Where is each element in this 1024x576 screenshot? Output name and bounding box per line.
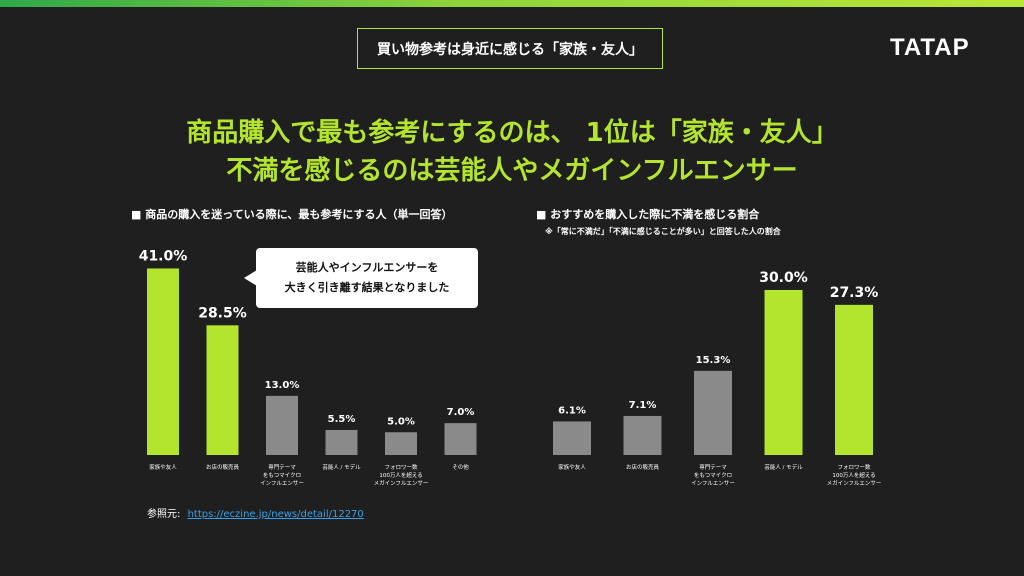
chart-1-value-label-6: 7.0% <box>447 407 475 418</box>
chart-1-value-label-2: 28.5% <box>198 305 247 321</box>
headline-line-2: 不満を感じるのは芸能人やメガインフルエンサー <box>226 156 798 186</box>
brand-logo: TATAP <box>890 34 970 61</box>
chart-2-category-label-3: 専門テーマ <box>699 463 727 471</box>
chart-1-category-label-4: 芸能人 / モデル <box>322 463 361 471</box>
chart-2-bar-2 <box>623 415 662 455</box>
chart-2-value-label-1: 6.1% <box>558 405 586 416</box>
chart-1-value-label-3: 13.0% <box>265 380 300 391</box>
chart-1-category-label-5: メガインフルエンサー <box>374 479 429 487</box>
top-accent-bar <box>0 0 1024 7</box>
chart-2-value-label-3: 15.3% <box>696 355 731 366</box>
chart-1-bar-1 <box>147 268 179 455</box>
chart-1-bar-4 <box>325 429 358 455</box>
chart-1-bar-2 <box>206 325 239 455</box>
callout-line-2: 大きく引き離す結果となりました <box>284 281 450 294</box>
chart-2-category-label-1: 家族や友人 <box>558 463 586 471</box>
chart-2-category-label-3: をもつマイクロ <box>694 472 732 479</box>
chart-2-bar-3 <box>694 370 732 455</box>
chart-1-bar-6 <box>444 423 477 455</box>
chart-1-category-label-3: 専門テーマ <box>268 463 296 471</box>
chart-2-category-label-3: インフルエンサー <box>691 480 735 487</box>
chart-2-category-label-4: 芸能人 / モデル <box>764 463 803 471</box>
chart-1-value-label-1: 41.0% <box>139 248 188 264</box>
chart-2-category-label-2: お店の販売員 <box>626 463 660 471</box>
right-chart-note: ※「常に不満だ」「不満に感じることが多い」と回答した人の割合 <box>545 227 781 236</box>
chart-2-bar-1 <box>553 421 591 455</box>
callout-box: 芸能人やインフルエンサーを 大きく引き離す結果となりました <box>256 248 478 308</box>
callout-line-1: 芸能人やインフルエンサーを <box>295 261 439 274</box>
callout-tail <box>244 270 257 286</box>
right-chart-title: ■ おすすめを購入した際に不満を感じる割合 <box>536 208 760 221</box>
chart-1-value-label-5: 5.0% <box>387 416 415 427</box>
chart-1-category-label-1: 家族や友人 <box>149 463 177 471</box>
headline-line-1: 商品購入で最も参考にするのは、 1位は「家族・友人」 <box>186 118 838 148</box>
source-label: 参照元: <box>147 509 181 520</box>
chart-1-category-label-2: お店の販売員 <box>206 463 240 471</box>
chart-2-value-label-4: 30.0% <box>759 270 808 286</box>
chart-2-value-label-2: 7.1% <box>629 400 657 411</box>
chart-1-category-label-3: をもつマイクロ <box>263 472 301 479</box>
source-link[interactable]: https://eczine.jp/news/detail/12270 <box>187 509 364 520</box>
chart-1-category-label-5: フォロワー数 <box>384 463 418 471</box>
chart-1-category-label-3: インフルエンサー <box>260 480 304 487</box>
chart-2-category-label-5: 100万人を超える <box>832 471 875 479</box>
chart-2-bar-5 <box>835 304 873 455</box>
chart-1-category-label-6: その他 <box>452 463 469 471</box>
chart-2-value-label-5: 27.3% <box>830 285 879 301</box>
chart-2-category-label-5: メガインフルエンサー <box>827 479 882 487</box>
topic-tag-text: 買い物参考は身近に感じる「家族・友人」 <box>377 41 643 58</box>
chart-2-category-label-5: フォロワー数 <box>837 463 871 471</box>
chart-1-category-label-5: 100万人を超える <box>379 471 422 479</box>
chart-2-bar-4 <box>764 290 803 455</box>
left-chart-title: ■ 商品の購入を迷っている際に、最も参考にする人（単一回答） <box>131 208 453 221</box>
source-citation: 参照元: https://eczine.jp/news/detail/12270 <box>147 505 364 520</box>
topic-tag: 買い物参考は身近に感じる「家族・友人」 <box>357 28 663 69</box>
chart-1-value-label-4: 5.5% <box>328 414 356 425</box>
chart-1-bar-3 <box>266 395 298 455</box>
chart-1-bar-5 <box>385 432 417 455</box>
